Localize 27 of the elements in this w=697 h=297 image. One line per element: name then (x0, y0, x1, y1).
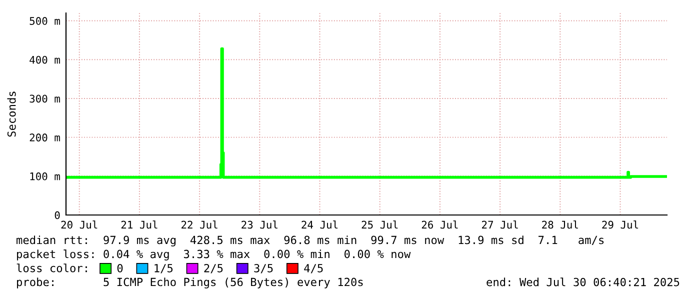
y-tick-label: 500 m (30, 17, 60, 25)
legend-label: 4/5 (304, 264, 323, 274)
x-tick-label: 23 Jul (242, 220, 278, 229)
y-tick-label: 100 m (30, 172, 60, 180)
x-tick-label: 28 Jul (542, 220, 578, 229)
y-tick-label: 200 m (30, 134, 60, 142)
legend-label: 0 (117, 264, 123, 272)
text: packet loss: 0.04 % avg 3.33 % max 0.00 % min 0.00 % now (17, 250, 411, 260)
x-tick-label: 24 Jul (302, 220, 338, 229)
legend-label: 1/5 (154, 264, 173, 274)
x-tick-label: 20 Jul (61, 220, 98, 229)
text: probe: 5 ICMP Echo Pings (56 Bytes) every 120s (17, 278, 363, 288)
y-tick-label: 300 m (30, 94, 60, 103)
x-tick-label: 22 Jul (182, 220, 218, 229)
x-tick-label: 26 Jul (422, 220, 458, 229)
y-tick-label: 0 (54, 211, 60, 220)
x-tick-label: 25 Jul (362, 220, 398, 229)
x-tick-label: 27 Jul (482, 220, 518, 229)
x-tick-label: 29 Jul (602, 220, 638, 229)
text: end: Wed Jul 30 06:40:21 2025 (486, 278, 680, 286)
legend-label: 2/5 (204, 264, 223, 274)
legend-title: loss color: (16, 264, 87, 272)
x-tick-label: 21 Jul (121, 220, 158, 229)
y-axis-title: Seconds (7, 92, 16, 137)
text: median rtt: 97.9 ms avg 428.5 ms max 96.8 ms min 99.7 ms now 13.9 ms sd 7.1 am/s (16, 236, 604, 246)
legend-label: 3/5 (254, 264, 273, 274)
y-tick-label: 400 m (30, 56, 60, 64)
